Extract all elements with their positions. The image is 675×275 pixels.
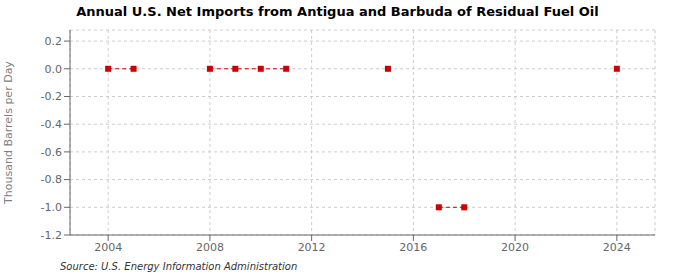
svg-text:-0.8: -0.8 — [41, 173, 62, 186]
html-text:Source: U.S. Energy Informatio: Source: U.S. Energy Information Administ… — [60, 261, 298, 272]
svg-text:-1.0: -1.0 — [41, 201, 62, 214]
svg-text:Thousand Barrels per Day: Thousand Barrels per Day — [8, 61, 15, 205]
svg-text:2024: 2024 — [603, 241, 631, 254]
svg-text:2004: 2004 — [94, 241, 122, 254]
svg-text:2020: 2020 — [501, 241, 529, 254]
svg-text:2008: 2008 — [196, 241, 224, 254]
svg-text:0.2: 0.2 — [45, 35, 63, 48]
svg-text:-0.2: -0.2 — [41, 90, 62, 103]
svg-text:2016: 2016 — [399, 241, 427, 254]
svg-text:-0.4: -0.4 — [41, 118, 62, 131]
svg-text:2012: 2012 — [298, 241, 326, 254]
svg-text:-1.2: -1.2 — [41, 229, 62, 242]
svg-text:0.0: 0.0 — [45, 63, 63, 76]
html-text:Annual U.S. Net Imports from A: Annual U.S. Net Imports from Antigua and… — [76, 4, 599, 19]
svg-text:-0.6: -0.6 — [41, 146, 62, 159]
